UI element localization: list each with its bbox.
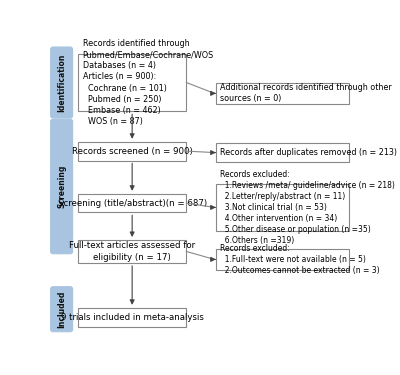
FancyBboxPatch shape bbox=[51, 119, 73, 254]
FancyBboxPatch shape bbox=[51, 286, 73, 332]
Text: Additional records identified through other
sources (n = 0): Additional records identified through ot… bbox=[220, 83, 391, 104]
Text: Full-text articles assessed for
eligibility (n = 17): Full-text articles assessed for eligibil… bbox=[69, 242, 195, 261]
FancyBboxPatch shape bbox=[78, 142, 186, 160]
FancyBboxPatch shape bbox=[216, 184, 349, 231]
Text: Records after duplicates removed (n = 213): Records after duplicates removed (n = 21… bbox=[220, 148, 396, 157]
Text: Records screened (n = 900): Records screened (n = 900) bbox=[72, 147, 192, 156]
FancyBboxPatch shape bbox=[78, 194, 186, 213]
Text: Screening: Screening bbox=[57, 165, 66, 208]
Text: Records excluded:
  1.Full-text were not available (n = 5)
  2.Outcomes cannot b: Records excluded: 1.Full-text were not a… bbox=[220, 244, 379, 275]
FancyBboxPatch shape bbox=[78, 54, 186, 111]
FancyBboxPatch shape bbox=[78, 240, 186, 263]
FancyBboxPatch shape bbox=[78, 308, 186, 327]
FancyBboxPatch shape bbox=[51, 47, 73, 118]
Text: Screening (title/abstract)(n = 687): Screening (title/abstract)(n = 687) bbox=[58, 199, 207, 208]
FancyBboxPatch shape bbox=[216, 249, 349, 270]
Text: Records excluded:
  1.Reviews /meta/ guideline/advice (n = 218)
  2.Letter/reply: Records excluded: 1.Reviews /meta/ guide… bbox=[220, 170, 394, 245]
Text: Records identified through
Pubmed/Embase/Cochrane/WOS
Databases (n = 4)
Articles: Records identified through Pubmed/Embase… bbox=[82, 39, 214, 126]
FancyBboxPatch shape bbox=[216, 82, 349, 104]
Text: Included: Included bbox=[57, 291, 66, 328]
Text: Identification: Identification bbox=[57, 53, 66, 112]
Text: 9 trials included in meta-analysis: 9 trials included in meta-analysis bbox=[61, 313, 204, 322]
FancyBboxPatch shape bbox=[216, 143, 349, 162]
